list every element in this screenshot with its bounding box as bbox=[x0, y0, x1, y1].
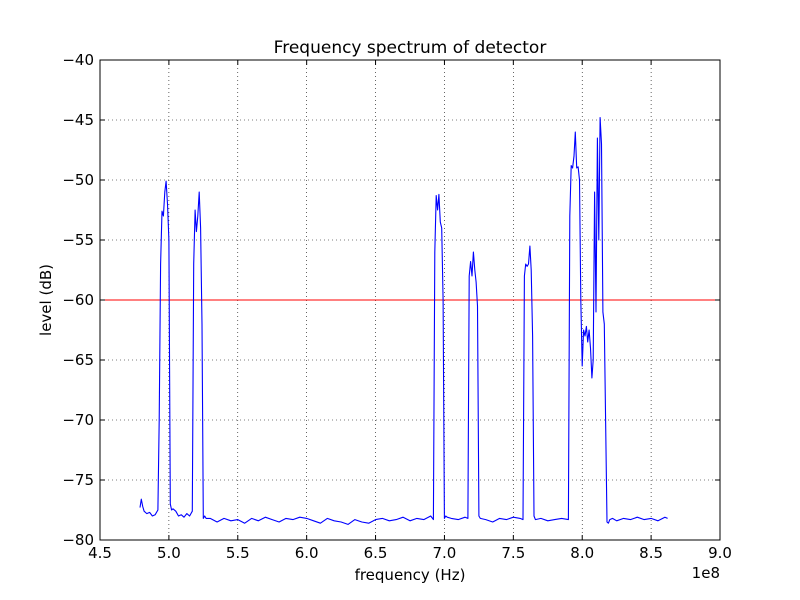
x-axis-offset-label: 1e8 bbox=[692, 564, 720, 582]
x-tick-label: 9.0 bbox=[708, 544, 732, 562]
x-tick-label: 7.5 bbox=[501, 544, 525, 562]
y-tick-label: −55 bbox=[62, 231, 94, 249]
axis-ticks bbox=[99, 59, 721, 541]
y-tick-label: −65 bbox=[62, 351, 94, 369]
y-axis-label: level (dB) bbox=[37, 264, 55, 336]
y-tick-label: −70 bbox=[62, 411, 94, 429]
y-tick-label: −50 bbox=[62, 171, 94, 189]
x-tick-label: 8.0 bbox=[570, 544, 594, 562]
x-tick-label: 5.0 bbox=[157, 544, 181, 562]
x-tick-label: 6.5 bbox=[364, 544, 388, 562]
x-tick-label: 6.0 bbox=[295, 544, 319, 562]
y-tick-label: −75 bbox=[62, 471, 94, 489]
y-tick-label: −60 bbox=[62, 291, 94, 309]
spectrum-series-line bbox=[139, 117, 668, 525]
x-axis-label: frequency (Hz) bbox=[355, 566, 466, 584]
y-tick-label: −40 bbox=[62, 51, 94, 69]
y-tick-label: −80 bbox=[62, 531, 94, 549]
tick-labels: 4.5 5.0 5.5 6.0 6.5 7.0 7.5 8.0 8.5 9.0 −80 −75 −70 −… bbox=[62, 51, 732, 562]
x-tick-label: 7.0 bbox=[433, 544, 457, 562]
x-tick-label: 8.5 bbox=[639, 544, 663, 562]
y-tick-label: −45 bbox=[62, 111, 94, 129]
series-layer bbox=[139, 117, 668, 525]
x-tick-label: 5.5 bbox=[226, 544, 250, 562]
chart-title: Frequency spectrum of detector bbox=[274, 38, 547, 58]
x-tick-label: 4.5 bbox=[88, 544, 112, 562]
